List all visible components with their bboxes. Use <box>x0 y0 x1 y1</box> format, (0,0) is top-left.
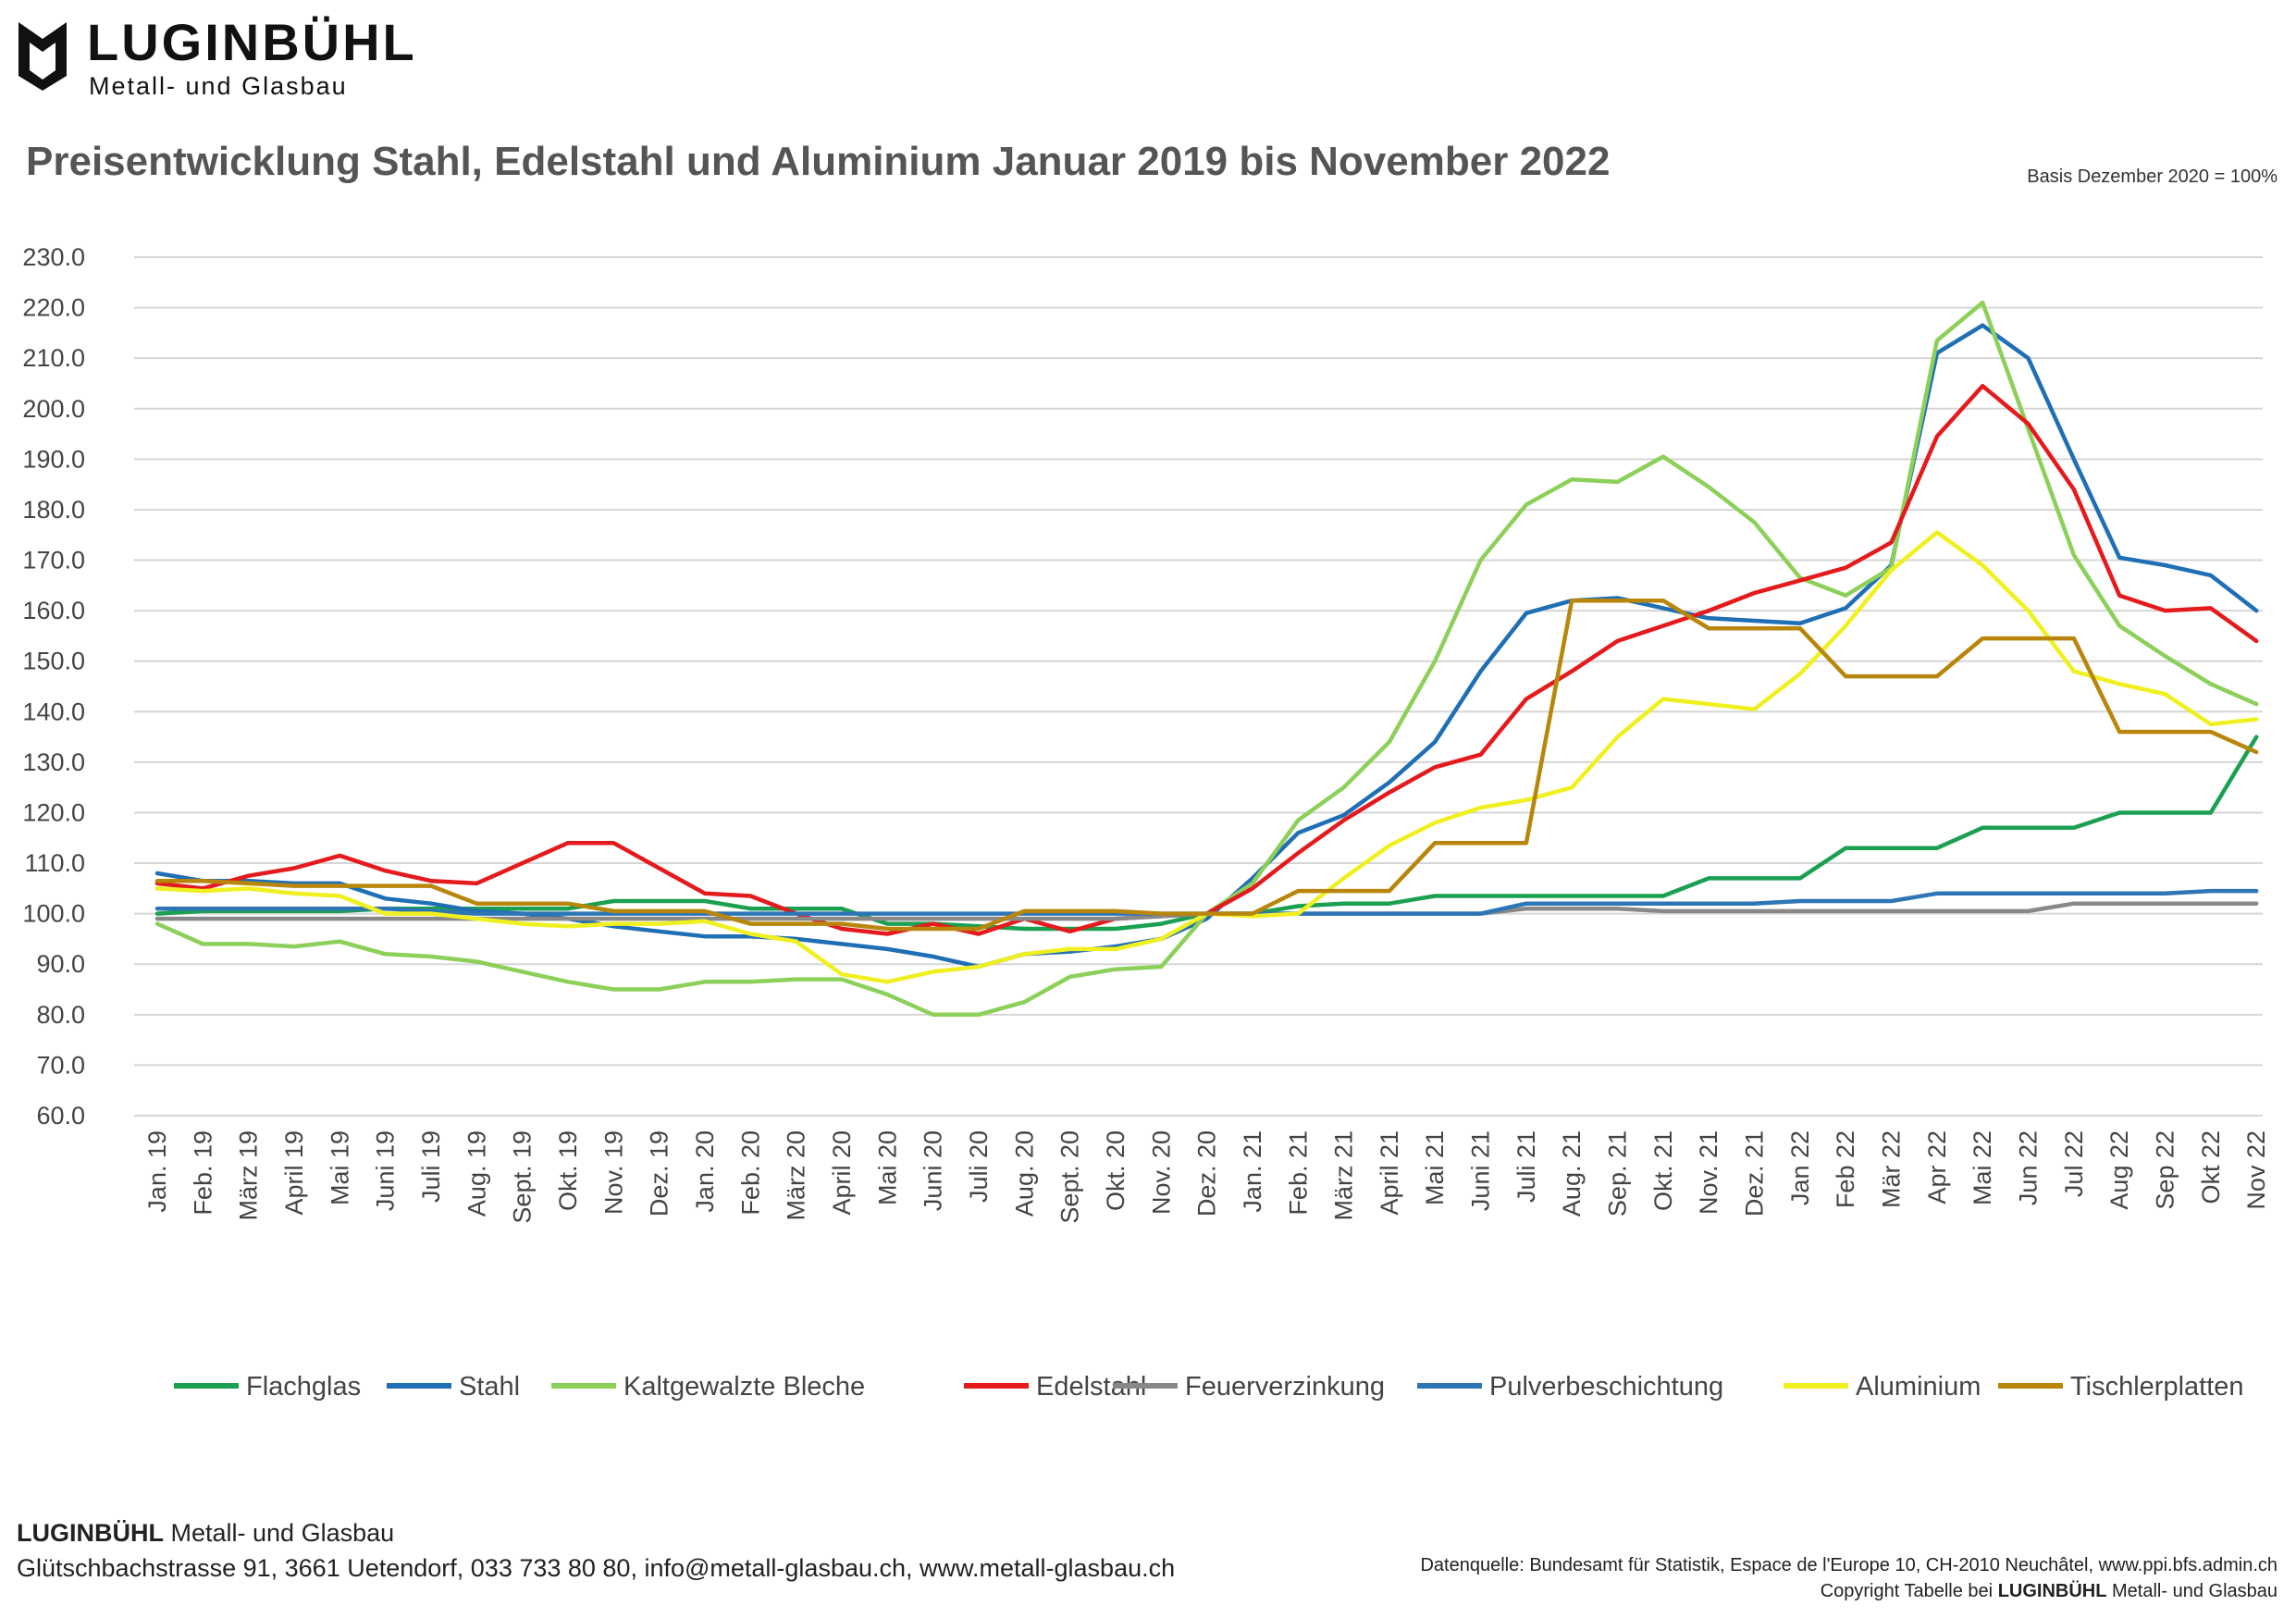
x-tick-label: Sep. 21 <box>1604 1130 1632 1217</box>
x-tick-label: Feb. 20 <box>736 1130 764 1216</box>
x-tick-label: Okt. 20 <box>1102 1130 1129 1211</box>
x-tick-label: Jan. 20 <box>691 1130 719 1213</box>
y-tick-label: 140.0 <box>22 698 85 725</box>
series-lines <box>154 300 2259 1018</box>
copyright-brand: LUGINBÜHL <box>1997 1581 2107 1601</box>
x-tick-label: Juni 20 <box>920 1130 947 1211</box>
legend-label-flachglas: Flachglas <box>246 1372 361 1402</box>
series-line-edelstahl <box>154 383 2259 936</box>
x-tick-label: Mai 21 <box>1421 1130 1449 1205</box>
x-tick-label: Juli 20 <box>965 1130 993 1203</box>
series-line-stahl <box>154 323 2259 970</box>
y-tick-label: 180.0 <box>22 496 85 524</box>
x-tick-label: Jun 22 <box>2015 1130 2043 1205</box>
footer-contact: LUGINBÜHL Metall- und Glasbau Glütschbac… <box>17 1515 1175 1586</box>
y-tick-label: 160.0 <box>22 597 85 624</box>
x-tick-label: Nov 22 <box>2242 1130 2270 1210</box>
y-tick-label: 60.0 <box>36 1102 85 1130</box>
legend-label-aluminium: Aluminium <box>1856 1372 1981 1402</box>
x-tick-label: Dez. 20 <box>1193 1130 1221 1217</box>
x-tick-label: April 19 <box>280 1130 308 1216</box>
y-axis-ticks: 60.0 70.0 80.0 90.0 100.0 110.0 120.0 130.0 140.… <box>22 243 85 1130</box>
x-tick-label: Sept. 19 <box>509 1130 537 1224</box>
y-tick-label: 220.0 <box>22 294 85 322</box>
x-tick-label: Mai 19 <box>326 1130 353 1205</box>
footer-brand-rest: Metall- und Glasbau <box>170 1519 395 1547</box>
brand-logo: LUGINBÜHL Metall- und Glasbau <box>15 13 440 100</box>
y-tick-label: 120.0 <box>22 798 85 826</box>
copyright-suffix: Metall- und Glasbau <box>2112 1581 2277 1601</box>
y-tick-label: 110.0 <box>24 849 85 877</box>
x-tick-label: Mai 20 <box>873 1130 901 1205</box>
x-tick-label: April 20 <box>828 1130 856 1216</box>
x-tick-label: Feb. 21 <box>1284 1130 1312 1216</box>
y-tick-label: 130.0 <box>22 748 85 776</box>
footer-brand-line: LUGINBÜHL Metall- und Glasbau <box>17 1515 1175 1550</box>
x-tick-label: Nov. 20 <box>1147 1130 1175 1215</box>
x-tick-label: Juni 21 <box>1467 1130 1495 1211</box>
x-tick-label: Dez. 19 <box>646 1130 673 1217</box>
x-tick-label: Nov. 21 <box>1695 1130 1722 1215</box>
legend-label-feuerverzinkung: Feuerverzinkung <box>1185 1372 1385 1402</box>
y-tick-label: 230.0 <box>22 243 85 271</box>
brand-name: LUGINBÜHL <box>87 13 417 71</box>
y-tick-label: 200.0 <box>22 395 85 423</box>
basis-note: Basis Dezember 2020 = 100% <box>2027 167 2277 187</box>
x-tick-label: Aug. 20 <box>1010 1130 1038 1217</box>
y-tick-label: 150.0 <box>22 648 85 675</box>
x-tick-label: März 21 <box>1330 1130 1358 1221</box>
x-tick-label: Juni 19 <box>372 1130 400 1211</box>
legend: Flachglas Stahl Kaltgewalzte Bleche Edelsta… <box>174 1372 2244 1402</box>
x-tick-label: Aug 22 <box>2105 1130 2133 1210</box>
x-tick-label: März 19 <box>235 1130 263 1221</box>
y-tick-label: 190.0 <box>22 445 85 473</box>
x-tick-label: Juli 21 <box>1512 1130 1540 1203</box>
y-tick-label: 90.0 <box>36 950 85 978</box>
source-line: Datenquelle: Bundesamt für Statistik, Es… <box>1420 1555 2277 1575</box>
y-tick-label: 170.0 <box>22 547 85 574</box>
x-tick-label: Okt. 19 <box>554 1130 582 1211</box>
y-tick-label: 80.0 <box>36 1001 85 1029</box>
x-tick-label: Mai 22 <box>1969 1130 1996 1205</box>
x-tick-label: Dez. 21 <box>1741 1130 1769 1217</box>
x-tick-label: Feb 22 <box>1832 1130 1859 1208</box>
x-tick-label: Okt. 21 <box>1649 1130 1677 1211</box>
chart-title: Preisentwicklung Stahl, Edelstahl und Al… <box>26 139 1611 184</box>
x-tick-label: Nov. 19 <box>599 1130 627 1215</box>
x-tick-label: Jul 22 <box>2060 1130 2088 1197</box>
legend-label-pulverbeschichtung: Pulverbeschichtung <box>1489 1372 1723 1402</box>
y-tick-label: 210.0 <box>22 344 85 372</box>
x-tick-label: Aug. 21 <box>1558 1130 1586 1217</box>
y-tick-label: 100.0 <box>22 900 85 928</box>
legend-label-stahl: Stahl <box>459 1372 520 1402</box>
legend-label-kaltgewalzte-bleche: Kaltgewalzte Bleche <box>623 1372 865 1402</box>
footer-address: Glütschbachstrasse 91, 3661 Uetendorf, 0… <box>17 1554 1176 1582</box>
copyright-line: Copyright Tabelle bei LUGINBÜHL Metall- … <box>1420 1578 2277 1604</box>
legend-label-tischlerplatten: Tischlerplatten <box>2070 1372 2244 1402</box>
series-line-tischlerplatten <box>154 598 2259 932</box>
x-tick-label: Feb. 19 <box>189 1130 216 1216</box>
x-tick-label: Okt 22 <box>2197 1130 2225 1204</box>
x-tick-label: April 21 <box>1376 1130 1403 1216</box>
x-tick-label: Sep 22 <box>2152 1130 2179 1210</box>
footer-brand: LUGINBÜHL <box>17 1519 164 1547</box>
x-tick-label: Mär 22 <box>1878 1130 1906 1208</box>
x-tick-label: Juli 19 <box>417 1130 445 1203</box>
y-tick-label: 70.0 <box>36 1051 85 1079</box>
x-tick-label: Jan. 21 <box>1239 1130 1266 1213</box>
grid-lines <box>134 256 2263 1117</box>
x-tick-label: Jan 22 <box>1786 1130 1814 1205</box>
brand-subtitle: Metall- und Glasbau <box>89 72 348 100</box>
x-tick-label: März 20 <box>783 1130 810 1221</box>
x-tick-label: Jan. 19 <box>143 1130 171 1213</box>
copyright-prefix: Copyright Tabelle bei <box>1820 1581 1994 1601</box>
footer-source: Datenquelle: Bundesamt für Statistik, Es… <box>1420 1552 2277 1604</box>
x-tick-label: Apr 22 <box>1923 1130 1951 1204</box>
luginbuehl-logo-icon <box>19 22 67 91</box>
x-tick-label: Aug. 19 <box>463 1130 490 1217</box>
x-axis-ticks: Jan. 19 Feb. 19 März 19 April 19 Mai 19 Juni … <box>143 1130 2270 1224</box>
x-tick-label: Sept. 20 <box>1056 1130 1084 1224</box>
